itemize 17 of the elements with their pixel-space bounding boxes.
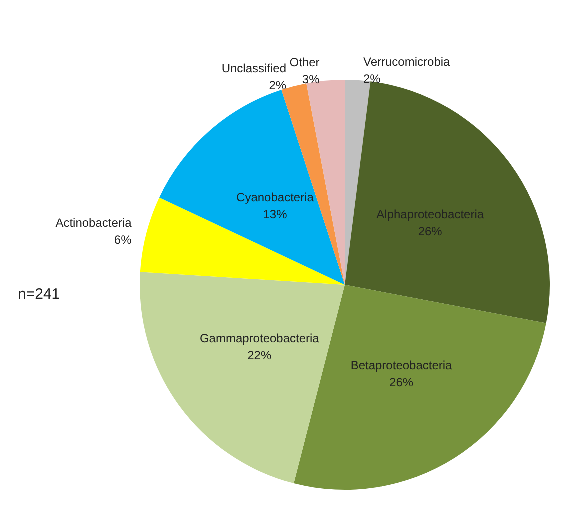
slice-label: Unclassified <box>222 61 287 76</box>
data-label: 22% <box>248 348 272 363</box>
slice-label: Other <box>290 55 320 70</box>
data-label: 2% <box>269 78 287 92</box>
data-label: 3% <box>302 72 320 86</box>
data-label: 6% <box>114 233 132 248</box>
slice-label: Verrucomicrobia <box>364 54 451 69</box>
data-label: 13% <box>263 207 288 222</box>
slice-label: Actinobacteria <box>56 216 132 230</box>
data-label: 26% <box>390 376 414 390</box>
slice-label: Betaproteobacteria <box>350 358 453 373</box>
slice-label: Cyanobacteria <box>236 190 314 204</box>
data-label: 2% <box>364 72 382 86</box>
slice-label: Alphaproteobacteria <box>376 207 484 222</box>
text: n=241 <box>18 286 60 303</box>
slice-label: Gammaproteobacteria <box>200 332 320 346</box>
data-label: 26% <box>418 224 443 238</box>
